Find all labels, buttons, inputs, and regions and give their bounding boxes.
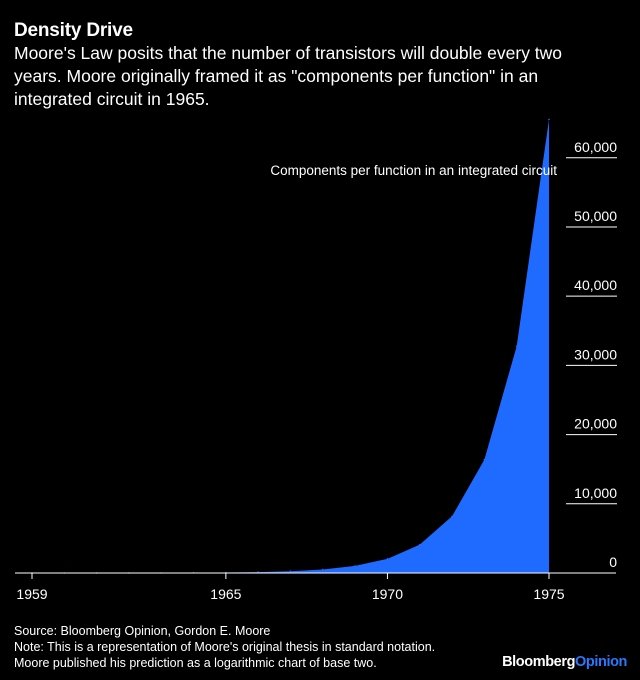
brand-logo: BloombergOpinion bbox=[502, 654, 627, 670]
data-point bbox=[386, 558, 389, 560]
data-point bbox=[451, 515, 453, 518]
y-tick-label: 30,000 bbox=[574, 346, 617, 362]
data-point bbox=[548, 118, 550, 121]
chart-subtitle: Moore's Law posits that the number of tr… bbox=[14, 43, 563, 109]
note-line-2: Moore published his prediction as a loga… bbox=[14, 656, 377, 670]
y-tick-label: 0 bbox=[609, 554, 617, 570]
brand-logo-part-2: Opinion bbox=[575, 654, 627, 670]
note-line-1: Note: This is a representation of Moore'… bbox=[14, 640, 436, 654]
data-point bbox=[418, 543, 421, 546]
y-tick-label: 50,000 bbox=[574, 208, 617, 224]
y-tick-label: 10,000 bbox=[574, 485, 617, 501]
chart-title: Density Drive bbox=[14, 20, 133, 41]
x-tick-label: 1975 bbox=[533, 586, 564, 602]
data-point bbox=[322, 568, 324, 571]
area-series bbox=[32, 119, 549, 573]
data-point bbox=[515, 345, 518, 348]
y-axis: 0 10,000 20,000 30,000 40,000 50,000 60,000 bbox=[566, 139, 617, 570]
y-tick-label: 20,000 bbox=[574, 416, 617, 432]
x-tick-label: 1959 bbox=[16, 586, 47, 602]
area-chart: 0 10,000 20,000 30,000 40,000 50,000 60,000 19… bbox=[15, 118, 617, 602]
data-point bbox=[289, 570, 292, 573]
footer-notes: Source: Bloomberg Opinion, Gordon E. Moo… bbox=[14, 623, 435, 671]
area-layer bbox=[31, 118, 550, 574]
data-point bbox=[483, 458, 486, 461]
y-tick-label: 60,000 bbox=[574, 139, 617, 155]
data-point bbox=[354, 565, 356, 567]
source-note: Source: Bloomberg Opinion, Gordon E. Moo… bbox=[14, 624, 271, 638]
brand-logo-part-1: Bloomberg bbox=[502, 654, 576, 670]
x-axis: 1959 1965 1970 1975 bbox=[15, 572, 616, 602]
y-tick-label: 40,000 bbox=[574, 277, 617, 293]
x-tick-label: 1970 bbox=[372, 586, 403, 602]
x-tick-label: 1965 bbox=[210, 586, 241, 602]
series-label: Components per function in an integrated… bbox=[270, 163, 557, 178]
